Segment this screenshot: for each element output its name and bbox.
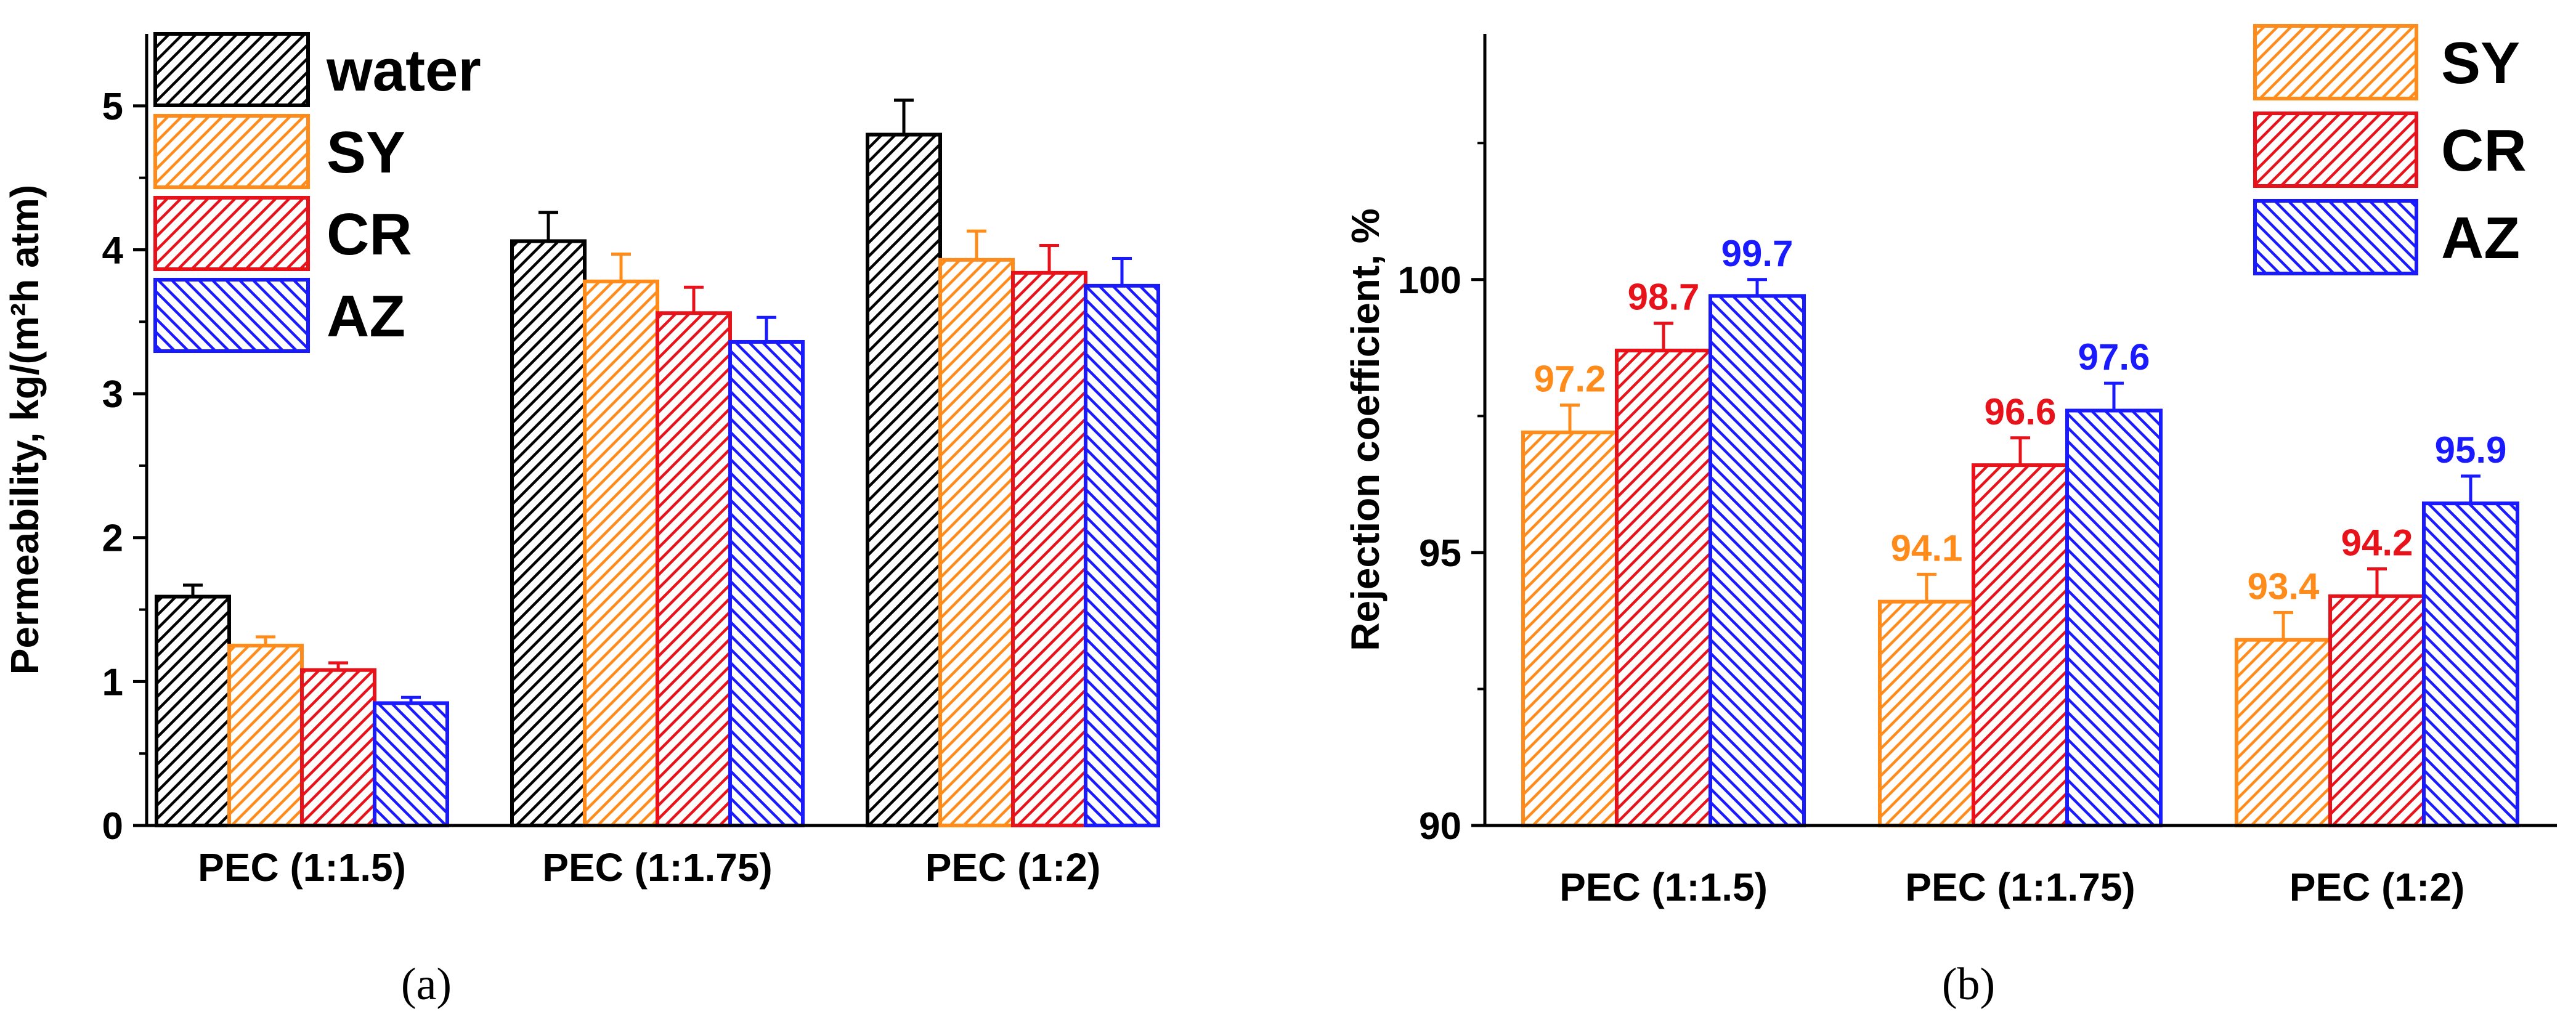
legend-label-cr: CR: [327, 201, 412, 267]
legend-swatch-sy: [153, 114, 310, 189]
bar-az-pec-1-1-5: [373, 701, 449, 827]
data-label-az-pec-1-1-75: 97.6: [2078, 336, 2150, 378]
legend-label-sy: SY: [2441, 30, 2520, 96]
error-bar-cr-pec-1-2: [1039, 243, 1059, 273]
bar-sy-pec-1-1-75: [1878, 599, 1975, 827]
bar-sy-pec-1-2: [2235, 638, 2332, 828]
bar-cr-pec-1-1-75: [1972, 463, 2069, 827]
error-bar-az-pec-1-1-5: [401, 696, 421, 704]
legend-swatch-cr: [2253, 112, 2418, 188]
error-bar-cr-pec-1-1-75: [684, 285, 704, 314]
y-tick-label-1: 1: [102, 661, 123, 704]
error-bar-cr-pec-1-1-5: [328, 661, 348, 670]
bar-sy-pec-1-1-5: [1521, 430, 1619, 827]
panel-label: (a): [401, 959, 452, 1010]
x-tick-label-pec-1-1-5: PEC (1:1.5): [1559, 865, 1768, 909]
bar-cr-pec-1-1-5: [1615, 349, 1712, 827]
error-bar-sy-pec-1-2: [967, 229, 986, 260]
bar-az-pec-1-1-5: [1709, 294, 1806, 827]
error-bar-sy-pec-1-2: [2273, 610, 2293, 640]
legend-label-az: AZ: [2441, 205, 2520, 271]
bar-cr-pec-1-1-5: [300, 668, 376, 827]
error-bar-water-pec-1-2: [894, 98, 914, 135]
error-bar-az-pec-1-2: [1112, 256, 1132, 286]
data-label-cr-pec-1-1-5: 98.7: [1628, 277, 1700, 318]
legend-swatch-sy: [2253, 24, 2418, 100]
bar-cr-pec-1-2: [2328, 594, 2426, 827]
chart-b: 97.2 98.7 99.7 PEC (1:1.5) 94.1 96.6 97.6 PEC (…: [1343, 24, 2557, 1010]
y-axis-label: Rejection coefficient, %: [1343, 208, 1388, 651]
x-tick-label-pec-1-2: PEC (1:2): [925, 845, 1101, 890]
bar-cr-pec-1-2: [1011, 270, 1087, 827]
bar-water-pec-1-1-5: [155, 594, 231, 827]
legend-swatch-cr: [153, 196, 310, 271]
legend-swatch-az: [2253, 199, 2418, 275]
x-tick-label-pec-1-2: PEC (1:2): [2290, 865, 2465, 909]
y-tick-label-0: 0: [102, 805, 123, 848]
error-bar-cr-pec-1-2: [2367, 567, 2387, 596]
legend-swatch-az: [153, 278, 310, 353]
legend-label-water: water: [326, 38, 481, 103]
y-tick-label-95: 95: [1419, 532, 1461, 575]
error-bar-az-pec-1-2: [2461, 474, 2481, 504]
error-bar-sy-pec-1-1-5: [1560, 404, 1580, 432]
y-tick-label-4: 4: [102, 229, 124, 272]
bar-water-pec-1-2: [866, 132, 942, 828]
x-tick-label-pec-1-1-75: PEC (1:1.75): [1905, 865, 2135, 909]
error-bar-az-pec-1-1-75: [757, 315, 776, 342]
data-label-sy-pec-1-2: 93.4: [2248, 566, 2320, 607]
bar-az-pec-1-1-75: [2065, 408, 2163, 827]
data-label-cr-pec-1-2: 94.2: [2341, 522, 2413, 563]
error-bar-water-pec-1-1-75: [538, 211, 558, 241]
legend-swatch-water: [153, 32, 310, 107]
bar-sy-pec-1-2: [938, 258, 1015, 827]
y-tick-label-2: 2: [102, 517, 123, 560]
error-bar-water-pec-1-1-5: [183, 583, 203, 597]
bar-sy-pec-1-1-5: [227, 643, 304, 828]
chart-a: PEC (1:1.5) PEC (1:1.75) PEC (1:2) 0 1 2 3 4 5 Pe…: [2, 32, 1160, 1010]
error-bar-sy-pec-1-1-75: [611, 252, 631, 282]
bar-az-pec-1-1-75: [728, 339, 805, 827]
data-label-sy-pec-1-1-5: 97.2: [1534, 359, 1606, 400]
y-axis-label: Permeability, kg/(m²h atm): [2, 185, 47, 675]
y-tick-label-90: 90: [1419, 805, 1461, 848]
bar-water-pec-1-1-75: [510, 239, 587, 828]
bar-az-pec-1-2: [1084, 283, 1160, 827]
panel-label: (b): [1942, 959, 1995, 1010]
error-bar-sy-pec-1-1-5: [256, 635, 275, 646]
error-bar-az-pec-1-1-5: [1747, 278, 1767, 296]
x-tick-label-pec-1-1-75: PEC (1:1.75): [542, 845, 772, 890]
legend-label-cr: CR: [2441, 118, 2527, 184]
error-bar-cr-pec-1-1-75: [2010, 436, 2030, 466]
legend-label-az: AZ: [327, 283, 405, 349]
legend-label-sy: SY: [327, 120, 405, 185]
error-bar-sy-pec-1-1-75: [1917, 572, 1936, 602]
x-tick-label-pec-1-1-5: PEC (1:1.5): [198, 845, 406, 890]
y-tick-label-3: 3: [102, 373, 123, 416]
y-tick-label-100: 100: [1398, 259, 1461, 302]
error-bar-cr-pec-1-1-5: [1654, 322, 1673, 351]
bar-sy-pec-1-1-75: [583, 279, 659, 827]
bar-cr-pec-1-1-75: [656, 311, 732, 828]
data-label-az-pec-1-2: 95.9: [2435, 429, 2507, 471]
data-label-az-pec-1-1-5: 99.7: [1721, 233, 1794, 274]
data-label-sy-pec-1-1-75: 94.1: [1891, 527, 1963, 569]
bar-az-pec-1-2: [2422, 501, 2519, 827]
y-tick-label-5: 5: [102, 86, 123, 128]
data-label-cr-pec-1-1-75: 96.6: [1985, 391, 2057, 432]
error-bar-az-pec-1-1-75: [2104, 381, 2124, 411]
